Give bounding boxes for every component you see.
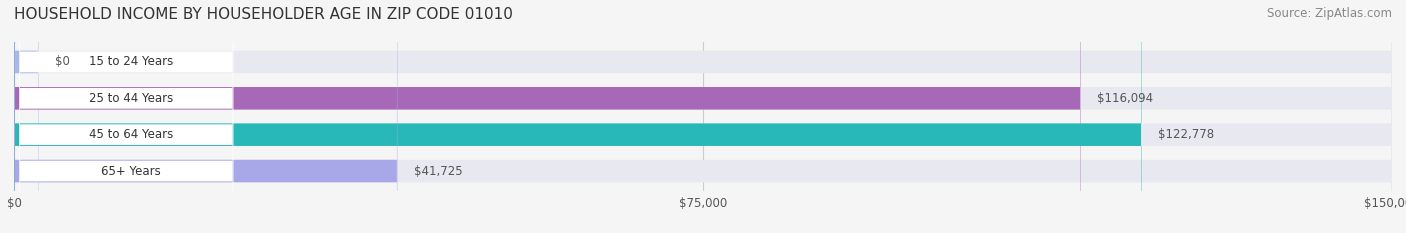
Text: HOUSEHOLD INCOME BY HOUSEHOLDER AGE IN ZIP CODE 01010: HOUSEHOLD INCOME BY HOUSEHOLDER AGE IN Z… bbox=[14, 7, 513, 22]
FancyBboxPatch shape bbox=[14, 0, 398, 233]
FancyBboxPatch shape bbox=[14, 0, 1392, 233]
Text: $122,778: $122,778 bbox=[1159, 128, 1215, 141]
Text: $41,725: $41,725 bbox=[413, 164, 463, 178]
FancyBboxPatch shape bbox=[14, 0, 1080, 233]
FancyBboxPatch shape bbox=[14, 0, 1392, 233]
Text: Source: ZipAtlas.com: Source: ZipAtlas.com bbox=[1267, 7, 1392, 20]
FancyBboxPatch shape bbox=[14, 0, 1392, 233]
FancyBboxPatch shape bbox=[20, 0, 233, 233]
FancyBboxPatch shape bbox=[14, 0, 1392, 233]
Text: $0: $0 bbox=[55, 55, 70, 69]
FancyBboxPatch shape bbox=[14, 0, 39, 233]
FancyBboxPatch shape bbox=[20, 0, 233, 233]
FancyBboxPatch shape bbox=[14, 0, 1142, 233]
Text: 65+ Years: 65+ Years bbox=[101, 164, 162, 178]
FancyBboxPatch shape bbox=[20, 0, 233, 233]
Text: 45 to 64 Years: 45 to 64 Years bbox=[89, 128, 173, 141]
Text: 25 to 44 Years: 25 to 44 Years bbox=[89, 92, 173, 105]
FancyBboxPatch shape bbox=[20, 0, 233, 233]
Text: $116,094: $116,094 bbox=[1097, 92, 1153, 105]
Text: 15 to 24 Years: 15 to 24 Years bbox=[89, 55, 173, 69]
